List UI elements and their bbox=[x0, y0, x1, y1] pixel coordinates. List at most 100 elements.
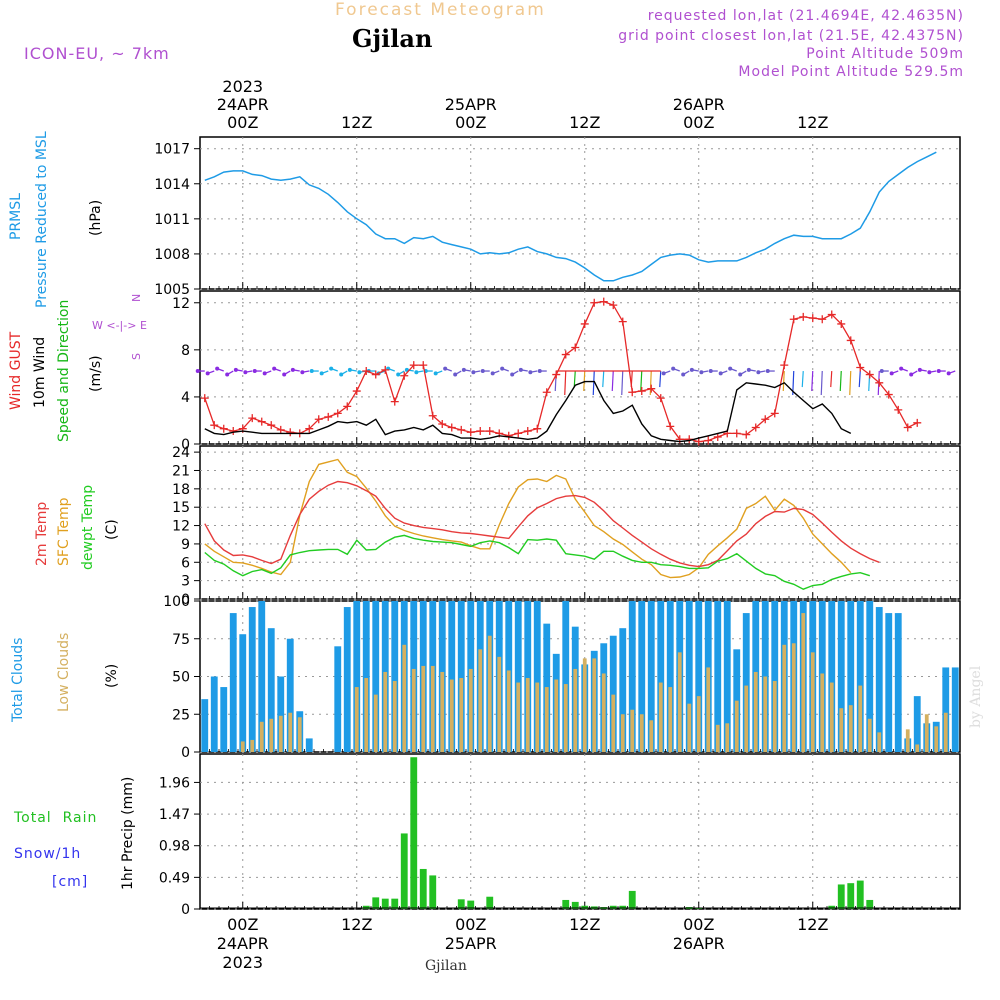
low-cloud-bar bbox=[430, 665, 435, 752]
gust-marker bbox=[276, 425, 285, 434]
total-cloud-bar bbox=[334, 646, 342, 752]
low-cloud-bar bbox=[535, 682, 540, 752]
low-cloud-bar bbox=[934, 726, 939, 752]
low-cloud-bar bbox=[848, 705, 853, 752]
precip-ytick-label: 0.49 bbox=[159, 870, 190, 886]
low-cloud-bar bbox=[468, 668, 473, 752]
rain-bar bbox=[410, 757, 418, 909]
wind-direction-arrow-head bbox=[357, 370, 362, 375]
clouds-ytick-label: 75 bbox=[172, 632, 190, 648]
direction-label: Speed and Direction bbox=[56, 299, 72, 442]
gust-marker bbox=[428, 411, 437, 420]
temp-unit-label: (C) bbox=[104, 519, 120, 540]
gust-marker bbox=[286, 428, 295, 437]
wind-direction-arrow-head bbox=[272, 366, 277, 371]
wind-direction-arrow-head bbox=[329, 366, 334, 371]
gust-marker bbox=[875, 378, 884, 387]
rain-bar bbox=[372, 897, 380, 909]
wind-direction-arrow-head bbox=[480, 369, 485, 374]
gust-marker bbox=[742, 430, 751, 439]
compass-s: S bbox=[130, 353, 143, 360]
rain-bar bbox=[619, 905, 627, 909]
wind-direction-arrow-head bbox=[309, 369, 314, 374]
gust-marker bbox=[856, 363, 865, 372]
wind-direction-arrow bbox=[611, 371, 614, 392]
top-time-label: 25APR bbox=[445, 95, 497, 114]
total-cloud-bar bbox=[609, 635, 617, 752]
temp-ytick-label: 0 bbox=[181, 592, 190, 608]
precip-ytick-label: 0.98 bbox=[159, 839, 190, 855]
top-time-label: 00Z bbox=[227, 113, 258, 132]
wind-direction-arrow-head bbox=[225, 372, 230, 377]
low-cloud-bar bbox=[506, 670, 511, 752]
wind-direction-arrow-head bbox=[461, 367, 466, 372]
gust-marker bbox=[751, 423, 760, 432]
precip-ytick-label: 0 bbox=[181, 902, 190, 918]
low-cloud-bar bbox=[592, 658, 597, 752]
total-cloud-bar bbox=[533, 601, 541, 752]
gust-marker bbox=[666, 422, 675, 431]
total-cloud-bar bbox=[913, 696, 921, 752]
wind-direction-arrow-head bbox=[290, 367, 295, 372]
wind-direction-arrow-head bbox=[528, 370, 533, 375]
low-cloud-bar bbox=[677, 652, 682, 752]
gust-marker bbox=[533, 424, 542, 433]
precip-axis-label: 1hr Precip (mm) bbox=[120, 776, 136, 890]
wind-direction-arrow bbox=[849, 371, 852, 396]
total-cloud-bar bbox=[856, 601, 864, 752]
rain-bar bbox=[609, 905, 617, 909]
prmsl-label: PRMSL bbox=[8, 193, 24, 240]
total-cloud-bar bbox=[277, 676, 285, 752]
rain-bar bbox=[362, 905, 370, 909]
temp-ytick-label: 15 bbox=[172, 500, 190, 516]
temp-ytick-label: 18 bbox=[172, 482, 190, 498]
top-time-label: 00Z bbox=[683, 113, 714, 132]
total-cloud-bar bbox=[267, 628, 275, 752]
rain-bar bbox=[571, 901, 579, 909]
gust-marker bbox=[713, 432, 722, 441]
total-cloud-bar bbox=[647, 601, 655, 752]
wind-direction-arrow bbox=[621, 371, 624, 396]
low-cloud-bar bbox=[297, 717, 302, 752]
low-cloud-bar bbox=[706, 667, 711, 752]
pressure-series-line bbox=[204, 151, 937, 282]
gust-marker bbox=[229, 427, 238, 436]
low-cloud-bar bbox=[668, 687, 673, 752]
wind-direction-arrow-head bbox=[433, 371, 438, 376]
snow-label: Snow/1h bbox=[14, 846, 82, 862]
total-rain-label: Total Rain bbox=[14, 810, 98, 826]
sfc-temp-series-line bbox=[204, 458, 852, 579]
bottom-time-label: 00Z bbox=[683, 915, 714, 934]
low-cloud-bar bbox=[421, 665, 426, 752]
rain-bar bbox=[837, 884, 845, 909]
temp-ytick-label: 24 bbox=[172, 445, 190, 461]
wind-direction-arrow-head bbox=[443, 366, 448, 371]
rain-bar bbox=[419, 868, 427, 909]
gust-marker bbox=[333, 409, 342, 418]
wind-direction-arrow bbox=[858, 370, 861, 388]
low-cloud-bar bbox=[649, 720, 654, 752]
gust-marker bbox=[913, 418, 922, 427]
gust-marker bbox=[352, 387, 361, 396]
gust-marker bbox=[343, 402, 352, 411]
low-cloud-bar bbox=[259, 721, 264, 752]
wind-direction-arrow-head bbox=[728, 366, 733, 371]
top-time-label: 00Z bbox=[455, 113, 486, 132]
pressure-ytick-label: 1017 bbox=[154, 142, 190, 158]
gust-marker bbox=[647, 384, 656, 393]
temp-ytick-label: 3 bbox=[181, 574, 190, 590]
gust-marker bbox=[542, 388, 551, 397]
clouds-ytick-label: 50 bbox=[172, 670, 190, 686]
gust-marker bbox=[818, 315, 827, 324]
low-cloud-bar bbox=[658, 682, 663, 752]
wind-direction-arrow-head bbox=[195, 369, 200, 374]
model-altitude: Model Point Altitude 529.5m bbox=[738, 64, 964, 80]
total-clouds-label: Total Clouds bbox=[10, 637, 26, 722]
gust-marker bbox=[780, 361, 789, 370]
gust-marker bbox=[599, 297, 608, 306]
low-cloud-bar bbox=[516, 682, 521, 752]
grid-point: grid point closest lon,lat (21.5E, 42.43… bbox=[618, 28, 964, 44]
gust-marker bbox=[257, 417, 266, 426]
wind-direction-arrow-head bbox=[262, 371, 267, 376]
wind-ytick-label: 8 bbox=[181, 343, 190, 359]
